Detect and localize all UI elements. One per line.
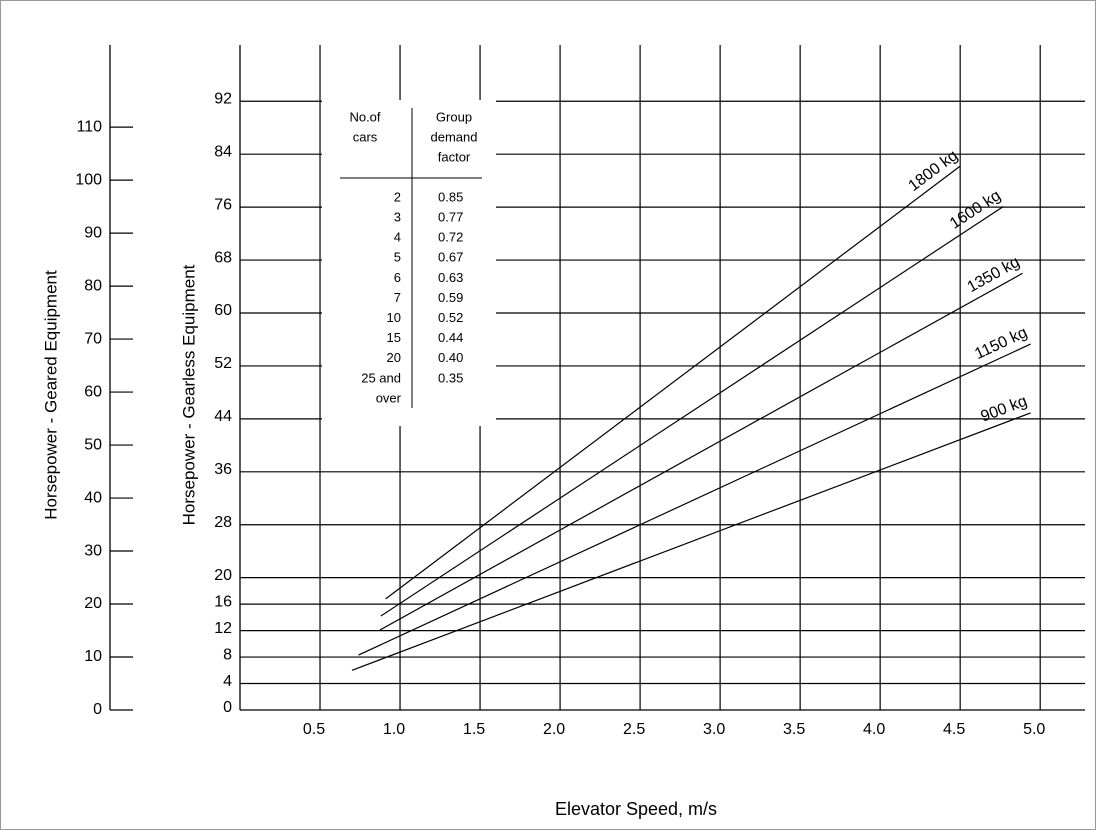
table-cell: 4 [394, 230, 401, 245]
y-tick-label: 20 [214, 567, 232, 584]
table-cell: 25 and [361, 370, 401, 385]
y-tick-label: 92 [214, 90, 232, 107]
x-tick-label: 2.0 [543, 721, 565, 738]
table-header: cars [353, 129, 378, 144]
y2-tick-label: 40 [84, 489, 102, 506]
table-header: demand [431, 129, 478, 144]
table-cell: 0.63 [438, 270, 463, 285]
y2-tick-label: 80 [84, 277, 102, 294]
table-cell: 0.67 [438, 250, 463, 265]
y2-tick-label: 50 [84, 436, 102, 453]
table-cell: 3 [394, 210, 401, 225]
y-tick-label: 44 [214, 408, 232, 425]
y2-tick-label: 100 [75, 171, 102, 188]
table-cell: 0.72 [438, 230, 463, 245]
x-tick-label: 4.0 [863, 721, 885, 738]
y2-tick-label: 20 [84, 595, 102, 612]
x-tick-label: 5.0 [1023, 721, 1045, 738]
table-cell: 20 [387, 350, 401, 365]
x-axis-title: Elevator Speed, m/s [555, 799, 717, 819]
x-tick-label: 4.5 [943, 721, 965, 738]
y-tick-label: 84 [214, 143, 232, 160]
table-cell: 0.40 [438, 350, 463, 365]
table-cell: 0.44 [438, 330, 463, 345]
y-tick-label: 36 [214, 461, 232, 478]
table-header: Group [436, 109, 472, 124]
x-tick-label: 3.5 [783, 721, 805, 738]
y-axis-title: Horsepower - Gearless Equipment [179, 264, 198, 525]
y2-tick-label: 60 [84, 383, 102, 400]
x-tick-label: 2.5 [623, 721, 645, 738]
table-cell: 0.77 [438, 210, 463, 225]
y-tick-label: 28 [214, 514, 232, 531]
table-cell: 0.59 [438, 290, 463, 305]
y2-tick-label: 30 [84, 542, 102, 559]
y-tick-label: 60 [214, 302, 232, 319]
table-header: No.of [349, 109, 380, 124]
y-tick-label: 68 [214, 249, 232, 266]
x-tick-label: 1.5 [463, 721, 485, 738]
y-tick-label: 16 [214, 593, 232, 610]
y-tick-label: 12 [214, 620, 232, 637]
y2-tick-label: 90 [84, 224, 102, 241]
table-cell: 15 [387, 330, 401, 345]
x-tick-label: 0.5 [303, 721, 325, 738]
y-tick-label: 52 [214, 355, 232, 372]
table-cell: over [376, 390, 402, 405]
table-cell: 0.85 [438, 189, 463, 204]
y2-tick-label: 10 [84, 648, 102, 665]
table-cell: 0.52 [438, 310, 463, 325]
y-tick-label: 8 [223, 646, 232, 663]
y2-axis-title: Horsepower - Geared Equipment [41, 270, 60, 520]
x-tick-label: 3.0 [703, 721, 725, 738]
y-tick-label: 76 [214, 196, 232, 213]
table-cell: 2 [394, 189, 401, 204]
table-cell: 7 [394, 290, 401, 305]
table-cell: 5 [394, 250, 401, 265]
y2-tick-label: 70 [84, 330, 102, 347]
chart: 0481216202836445260687684920102030405060… [0, 0, 1096, 830]
table-header: factor [438, 149, 471, 164]
y2-tick-label: 110 [76, 118, 102, 135]
x-tick-label: 1.0 [383, 721, 405, 738]
table-cell: 0.35 [438, 370, 463, 385]
table-cell: 10 [387, 310, 401, 325]
table-cell: 6 [394, 270, 401, 285]
frame [1, 1, 1096, 830]
y-tick-label: 4 [223, 673, 232, 690]
y2-tick-label: 0 [93, 701, 102, 718]
y-tick-label: 0 [223, 699, 232, 716]
